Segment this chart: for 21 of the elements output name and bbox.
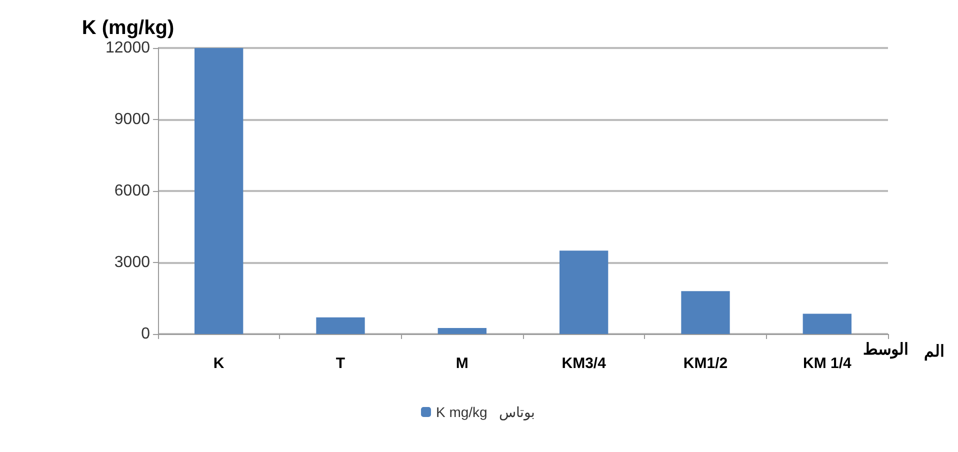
x-tick-label: T bbox=[336, 355, 346, 372]
legend-label: K mg/kg بوتاس bbox=[436, 404, 536, 421]
y-axis-title: K (mg/kg) bbox=[82, 17, 174, 39]
bar bbox=[681, 291, 730, 334]
bar bbox=[438, 328, 486, 334]
x-tick-label: KM1/2 bbox=[683, 355, 728, 372]
x-tick-label: M bbox=[456, 355, 468, 372]
y-tick-label: 6000 bbox=[114, 182, 150, 200]
y-tick-label: 12000 bbox=[106, 40, 150, 56]
bar bbox=[194, 48, 244, 334]
y-tick-label: 0 bbox=[141, 326, 150, 342]
text: الم bbox=[924, 344, 944, 362]
y-tick-label: 9000 bbox=[114, 111, 150, 128]
x-tick-label: K bbox=[213, 355, 224, 372]
y-tick-label: 3000 bbox=[114, 254, 150, 271]
bar bbox=[560, 250, 608, 334]
bar bbox=[802, 314, 852, 334]
x-tick-label: KM 1/4 bbox=[802, 355, 852, 372]
x-axis-title: الوسط bbox=[863, 342, 908, 360]
x-tick-label: KM3/4 bbox=[562, 355, 607, 372]
bar bbox=[316, 317, 365, 334]
